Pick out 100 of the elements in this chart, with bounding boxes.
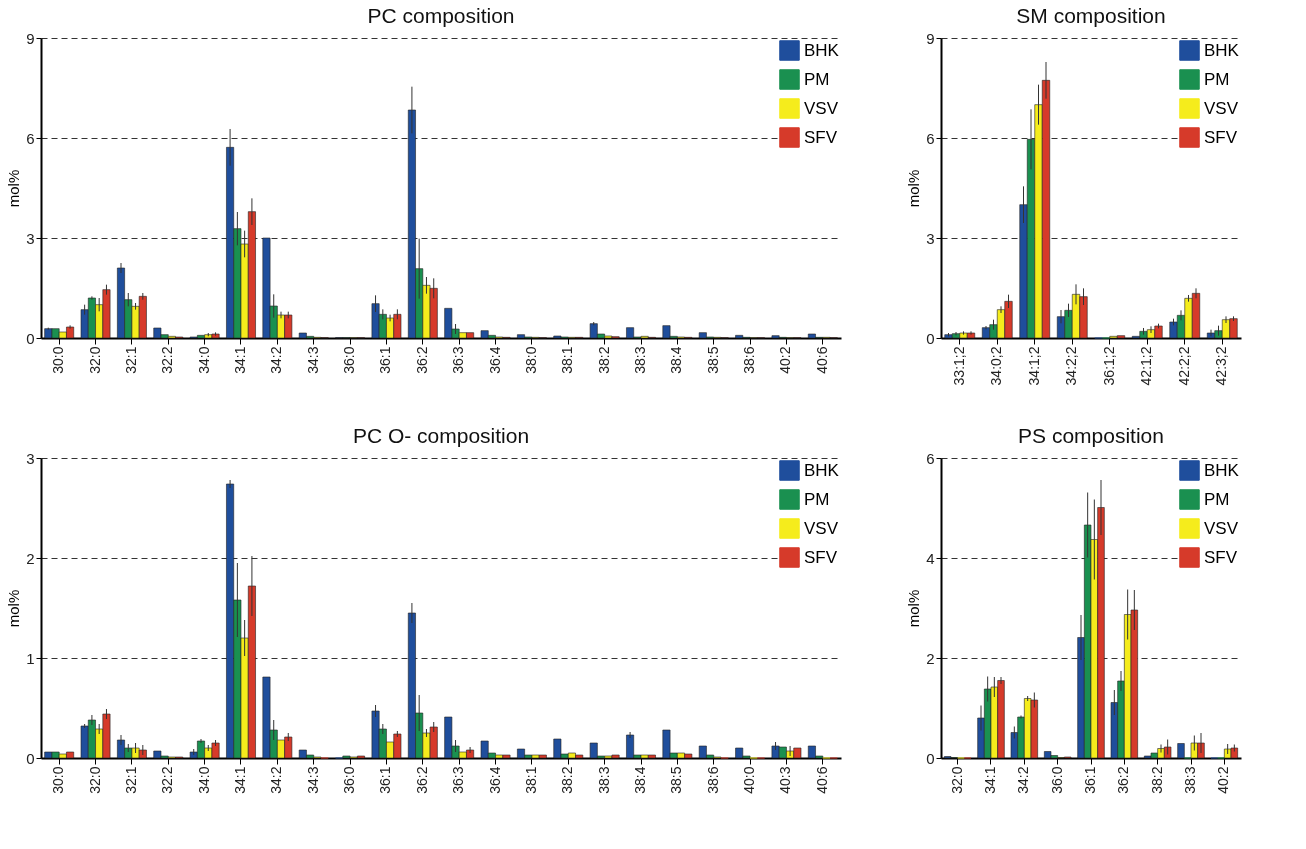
legend-label: SFV bbox=[1204, 127, 1238, 147]
x-tick-label: 32:2 bbox=[159, 346, 176, 374]
chart-title: PC O- composition bbox=[352, 424, 530, 447]
x-tick-label: 38:6 bbox=[704, 766, 721, 794]
legend-label: PM bbox=[804, 489, 830, 509]
x-tick-label: 36:2 bbox=[413, 766, 430, 794]
y-tick-label: 0 bbox=[26, 749, 35, 767]
legend-label: BHK bbox=[804, 460, 840, 480]
x-tick-label: 36:3 bbox=[450, 346, 467, 374]
legend-label: PM bbox=[1204, 489, 1230, 509]
x-tick-label: 36:2 bbox=[1115, 766, 1132, 794]
legend-label: VSV bbox=[1204, 518, 1239, 538]
x-tick-label: 34:2 bbox=[268, 766, 285, 794]
chart-title: SM composition bbox=[1016, 4, 1166, 27]
x-tick-label: 32:1 bbox=[122, 346, 139, 374]
x-tick-label: 36:0 bbox=[341, 766, 358, 794]
y-tick-label: 0 bbox=[926, 329, 935, 347]
x-tick-label: 30:0 bbox=[50, 346, 67, 374]
y-tick-label: 1 bbox=[26, 649, 35, 667]
x-tick-label: 38:6 bbox=[741, 346, 758, 374]
legend-label: VSV bbox=[804, 98, 839, 118]
x-tick-label: 38:3 bbox=[1182, 766, 1198, 794]
y-axis-title: mol% bbox=[5, 169, 23, 208]
legend-label: BHK bbox=[1204, 40, 1240, 60]
x-tick-label: 36:1 bbox=[377, 346, 394, 374]
x-tick-label: 36:3 bbox=[450, 766, 467, 794]
x-tick-label: 33:1;2 bbox=[950, 346, 967, 386]
y-tick-label: 0 bbox=[926, 749, 935, 767]
x-tick-label: 36:2 bbox=[413, 346, 430, 374]
y-tick-label: 2 bbox=[926, 649, 935, 667]
x-tick-label: 36:1 bbox=[377, 766, 394, 794]
x-tick-label: 36:4 bbox=[486, 766, 503, 794]
y-axis-title: mol% bbox=[905, 589, 923, 628]
y-tick-label: 3 bbox=[926, 229, 935, 247]
x-tick-label: 40:6 bbox=[813, 766, 830, 794]
x-tick-label: 42:1;2 bbox=[1138, 346, 1155, 386]
x-tick-label: 38:2 bbox=[559, 766, 576, 794]
legend-label: SFV bbox=[804, 547, 838, 567]
bar bbox=[1177, 743, 1185, 759]
legend-label: VSV bbox=[804, 518, 839, 538]
legend-label: BHK bbox=[1204, 460, 1240, 480]
x-tick-label: 40:2 bbox=[777, 346, 794, 374]
y-axis-title: mol% bbox=[5, 589, 23, 628]
x-tick-label: 38:4 bbox=[632, 766, 648, 794]
x-tick-label: 42:2;2 bbox=[1175, 346, 1192, 386]
x-tick-label: 34:0 bbox=[195, 346, 212, 374]
x-tick-label: 34:1 bbox=[232, 346, 248, 374]
y-tick-label: 9 bbox=[926, 29, 935, 47]
legend-label: PM bbox=[1204, 69, 1230, 89]
x-tick-label: 38:5 bbox=[668, 766, 685, 794]
x-tick-label: 36:0 bbox=[341, 346, 358, 374]
x-tick-label: 38:3 bbox=[595, 766, 612, 794]
y-tick-label: 6 bbox=[26, 129, 35, 147]
x-tick-label: 42:3;2 bbox=[1213, 346, 1230, 386]
legend-label: PM bbox=[804, 69, 830, 89]
y-tick-label: 3 bbox=[26, 229, 35, 247]
x-tick-label: 34:2 bbox=[1015, 766, 1032, 794]
x-tick-label: 34:1 bbox=[232, 766, 248, 794]
x-tick-label: 38:1 bbox=[559, 346, 576, 374]
legend-label: BHK bbox=[804, 40, 840, 60]
x-tick-label: 38:3 bbox=[632, 346, 648, 374]
x-tick-label: 32:0 bbox=[86, 346, 103, 374]
x-tick-label: 38:5 bbox=[704, 346, 721, 374]
x-tick-label: 36:1 bbox=[1082, 766, 1098, 794]
x-tick-label: 40:0 bbox=[741, 766, 758, 794]
y-axis-title: mol% bbox=[905, 169, 923, 208]
x-tick-label: 36:4 bbox=[486, 346, 503, 374]
x-tick-label: 38:2 bbox=[1148, 766, 1165, 794]
chart-title: PS composition bbox=[1018, 424, 1164, 447]
x-tick-label: 34:0;2 bbox=[988, 346, 1005, 386]
x-tick-label: 38:1 bbox=[522, 766, 539, 794]
x-tick-label: 32:0 bbox=[948, 766, 965, 794]
x-tick-label: 34:0 bbox=[195, 766, 212, 794]
x-tick-label: 34:3 bbox=[304, 346, 321, 374]
x-tick-label: 36:1;2 bbox=[1100, 346, 1117, 386]
y-tick-label: 0 bbox=[26, 329, 35, 347]
x-tick-label: 38:2 bbox=[595, 346, 612, 374]
legend-label: SFV bbox=[1204, 547, 1238, 567]
y-tick-label: 9 bbox=[26, 29, 35, 47]
y-tick-label: 2 bbox=[26, 549, 35, 567]
x-tick-label: 40:3 bbox=[777, 766, 794, 794]
x-tick-label: 34:3 bbox=[304, 766, 321, 794]
x-tick-label: 40:2 bbox=[1215, 766, 1232, 794]
y-tick-label: 6 bbox=[926, 129, 935, 147]
x-tick-label: 38:4 bbox=[668, 346, 685, 374]
x-tick-label: 36:0 bbox=[1048, 766, 1065, 794]
x-tick-label: 30:0 bbox=[50, 766, 67, 794]
x-tick-label: 32:2 bbox=[159, 766, 176, 794]
x-tick-label: 32:0 bbox=[86, 766, 103, 794]
x-tick-label: 38:0 bbox=[522, 346, 539, 374]
y-tick-label: 3 bbox=[26, 449, 35, 467]
x-tick-label: 34:1;2 bbox=[1025, 346, 1042, 386]
legend-label: VSV bbox=[1204, 98, 1239, 118]
chart-title: PC composition bbox=[367, 4, 515, 27]
x-tick-label: 40:6 bbox=[813, 346, 830, 374]
legend-label: SFV bbox=[804, 127, 838, 147]
y-tick-label: 4 bbox=[926, 549, 935, 567]
y-tick-label: 6 bbox=[926, 449, 935, 467]
x-tick-label: 34:1 bbox=[982, 766, 998, 794]
x-tick-label: 34:2 bbox=[268, 346, 285, 374]
